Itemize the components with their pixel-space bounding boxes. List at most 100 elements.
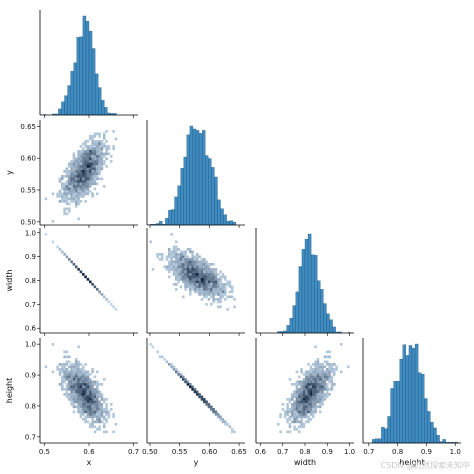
heatmap-cell bbox=[298, 398, 301, 401]
heatmap-cell bbox=[86, 378, 90, 381]
heatmap-cell bbox=[77, 408, 80, 411]
heatmap-cell bbox=[295, 390, 299, 394]
heatmap-cell bbox=[91, 172, 94, 176]
histogram-bar bbox=[310, 254, 315, 334]
heatmap-cell bbox=[103, 295, 106, 299]
heatmap-cell bbox=[82, 182, 85, 186]
heatmap-cell bbox=[100, 165, 104, 168]
heatmap-cell bbox=[175, 268, 178, 271]
histogram-bar bbox=[76, 37, 80, 116]
heatmap-cell bbox=[91, 368, 94, 371]
heatmap-cell bbox=[221, 293, 225, 296]
heatmap-cell bbox=[79, 385, 83, 389]
heatmap-cell bbox=[96, 145, 99, 148]
heatmap-cell bbox=[58, 363, 62, 366]
heatmap-cell bbox=[96, 140, 99, 143]
heatmap-cell bbox=[321, 368, 324, 371]
heatmap-cell bbox=[219, 275, 222, 279]
heatmap-cell bbox=[179, 263, 183, 266]
heatmap-cell bbox=[319, 378, 322, 381]
heatmap-cell bbox=[217, 290, 220, 294]
heatmap-cell bbox=[228, 295, 232, 299]
histogram-bar bbox=[198, 133, 203, 226]
heatmap-cell bbox=[177, 258, 180, 261]
heatmap-cell bbox=[198, 278, 201, 281]
heatmap-cell bbox=[82, 180, 85, 183]
heatmap-cell bbox=[189, 383, 192, 386]
heatmap-cell bbox=[63, 192, 66, 196]
heatmap-cell bbox=[314, 345, 317, 349]
heatmap-cell bbox=[198, 290, 201, 294]
heatmap-cell bbox=[65, 167, 69, 171]
heatmap-cell bbox=[96, 175, 99, 178]
heatmap-cell bbox=[84, 142, 87, 146]
heatmap-cell bbox=[112, 415, 115, 419]
x-axis-label: x bbox=[87, 458, 92, 467]
heatmap-cell bbox=[312, 388, 315, 391]
heatmap-cell bbox=[314, 373, 317, 376]
heatmap-cell bbox=[89, 280, 92, 284]
heatmap-cell bbox=[217, 413, 220, 416]
heatmap-cell bbox=[84, 418, 87, 421]
heatmap-cell bbox=[328, 370, 331, 374]
histogram-bar bbox=[307, 233, 312, 334]
heatmap-cell bbox=[61, 200, 64, 203]
histogram-bar bbox=[295, 291, 300, 334]
heatmap-cell bbox=[205, 295, 208, 299]
heatmap-cell bbox=[96, 413, 99, 416]
heatmap-cell bbox=[103, 135, 106, 138]
heatmap-cell bbox=[79, 413, 83, 416]
heatmap-cell bbox=[70, 398, 73, 401]
heatmap-cell bbox=[314, 375, 317, 379]
heatmap-cell bbox=[77, 393, 80, 396]
heatmap-cell bbox=[172, 365, 176, 369]
heatmap-cell bbox=[316, 373, 320, 376]
heatmap-cell bbox=[309, 418, 313, 421]
histogram-bar bbox=[211, 167, 215, 226]
heatmap-cell bbox=[186, 248, 190, 251]
heatmap-cell bbox=[63, 373, 66, 376]
heatmap-cell bbox=[347, 365, 350, 369]
heatmap-cell bbox=[298, 415, 301, 419]
heatmap-cell bbox=[200, 288, 204, 291]
heatmap-cell bbox=[309, 370, 313, 374]
heatmap-cell bbox=[182, 253, 185, 256]
heatmap-cell bbox=[191, 255, 194, 259]
heatmap-cell bbox=[96, 410, 99, 414]
heatmap-cell bbox=[307, 388, 310, 391]
heatmap-cell bbox=[98, 408, 101, 411]
heatmap-cell bbox=[219, 418, 222, 421]
heatmap-cell bbox=[96, 192, 99, 196]
heatmap-cell bbox=[286, 410, 289, 414]
heatmap-cell bbox=[91, 152, 94, 156]
heatmap-cell bbox=[84, 393, 87, 396]
heatmap-cell bbox=[175, 240, 178, 244]
heatmap-cell bbox=[212, 408, 215, 411]
heatmap-cell bbox=[107, 145, 111, 148]
heatmap-cell bbox=[200, 265, 204, 269]
heatmap-cell bbox=[84, 403, 87, 406]
heatmap-cell bbox=[65, 182, 69, 186]
heatmap-cell bbox=[72, 403, 76, 406]
heatmap-cell bbox=[319, 388, 322, 391]
heatmap-cell bbox=[103, 160, 106, 163]
heatmap-cell bbox=[70, 378, 73, 381]
heatmap-cell bbox=[65, 370, 69, 374]
heatmap-cell bbox=[61, 192, 64, 196]
heatmap-cell bbox=[91, 155, 94, 158]
heatmap-cell bbox=[61, 365, 64, 369]
heatmap-cell bbox=[89, 395, 92, 399]
heatmap-cell bbox=[284, 410, 287, 414]
heatmap-cell bbox=[89, 155, 92, 158]
heatmap-cell bbox=[100, 403, 104, 406]
heatmap-cell bbox=[82, 383, 85, 386]
heatmap-cell bbox=[82, 405, 85, 409]
heatmap-cell bbox=[82, 152, 85, 156]
heatmap-cell bbox=[105, 150, 108, 153]
heatmap-cell bbox=[205, 268, 208, 271]
heatmap-cell bbox=[300, 420, 303, 424]
heatmap-cell bbox=[96, 370, 99, 374]
heatmap-cell bbox=[79, 150, 83, 153]
histogram-bar bbox=[289, 318, 293, 334]
